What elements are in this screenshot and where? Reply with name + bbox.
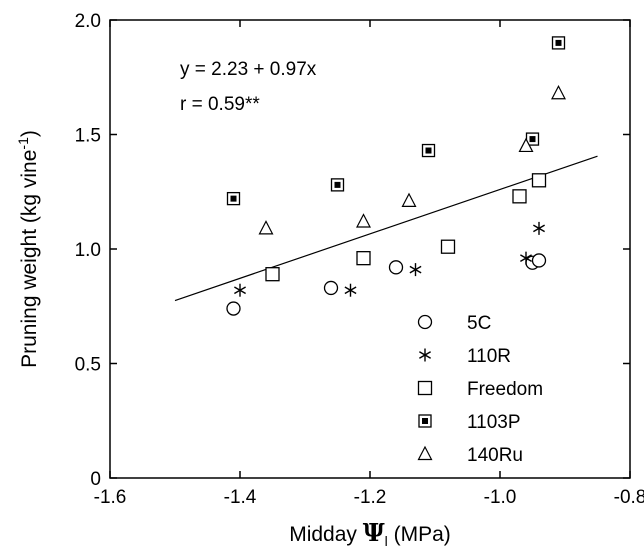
point-140ru: [258, 220, 274, 235]
point-140ru: [551, 84, 566, 100]
point-1103p: [330, 178, 345, 192]
legend-label-140ru: 140Ru: [467, 445, 523, 466]
plot-frame: [109, 19, 631, 479]
point-110r: [520, 251, 532, 265]
legend-label-freedom: Freedom: [467, 379, 543, 400]
point-5c: [323, 280, 339, 296]
legend-marker-freedom: [417, 380, 433, 396]
point-5c: [226, 301, 241, 316]
x-tick-label: -0.8: [614, 487, 644, 508]
y-tick-label: 0: [90, 469, 101, 490]
regression-line-group: [174, 155, 598, 302]
legend-marker-5c: [417, 314, 433, 330]
legend-marker-140ru: [417, 445, 433, 461]
legend: 5C 110R Freedom 1103P 140Ru: [417, 313, 543, 466]
y-tick-label: 1.5: [75, 126, 101, 147]
point-110r: [234, 283, 246, 297]
data-points: [226, 36, 566, 316]
regression-line: [174, 155, 598, 302]
point-140ru: [518, 137, 534, 153]
legend-label-5c: 5C: [467, 313, 491, 334]
point-5c: [388, 260, 404, 275]
correlation-label: r = 0.59**: [180, 94, 260, 115]
point-freedom: [531, 173, 547, 188]
x-tick-label: -1.2: [354, 487, 387, 508]
y-tick-label: 0.5: [75, 355, 101, 376]
y-axis-title: Pruning weight (kg vine-1): [15, 130, 41, 368]
y-tick-label: 1.0: [75, 240, 101, 261]
x-tick-label: -1.0: [484, 487, 517, 508]
point-110r: [344, 283, 357, 297]
legend-label-1103p: 1103P: [467, 412, 521, 433]
point-5c: [531, 253, 547, 268]
point-140ru: [356, 213, 371, 228]
regression-equation: y = 2.23 + 0.97x: [180, 59, 317, 80]
axis-ticks: -1.6 -1.4 -1.2 -1.0 -0.8 0 0.5 1.0 1.5 2.0: [75, 11, 644, 508]
point-140ru: [401, 192, 417, 208]
point-110r: [409, 263, 422, 277]
legend-marker-110r: [419, 348, 431, 362]
point-110r: [533, 221, 545, 235]
y-tick-label: 2.0: [75, 11, 101, 32]
legend-label-110r: 110R: [467, 346, 511, 367]
point-1103p: [226, 191, 241, 206]
legend-marker-1103p: [418, 414, 432, 428]
point-1103p: [421, 143, 436, 158]
x-axis-title: Midday Ψl (MPa): [289, 518, 451, 549]
point-freedom: [512, 189, 527, 204]
x-tick-label: -1.6: [94, 487, 127, 508]
point-freedom: [440, 239, 456, 254]
point-freedom: [356, 251, 371, 266]
point-1103p: [551, 36, 566, 50]
x-tick-label: -1.4: [224, 487, 257, 508]
point-freedom: [265, 267, 280, 282]
psi-symbol: Ψ: [363, 518, 385, 547]
